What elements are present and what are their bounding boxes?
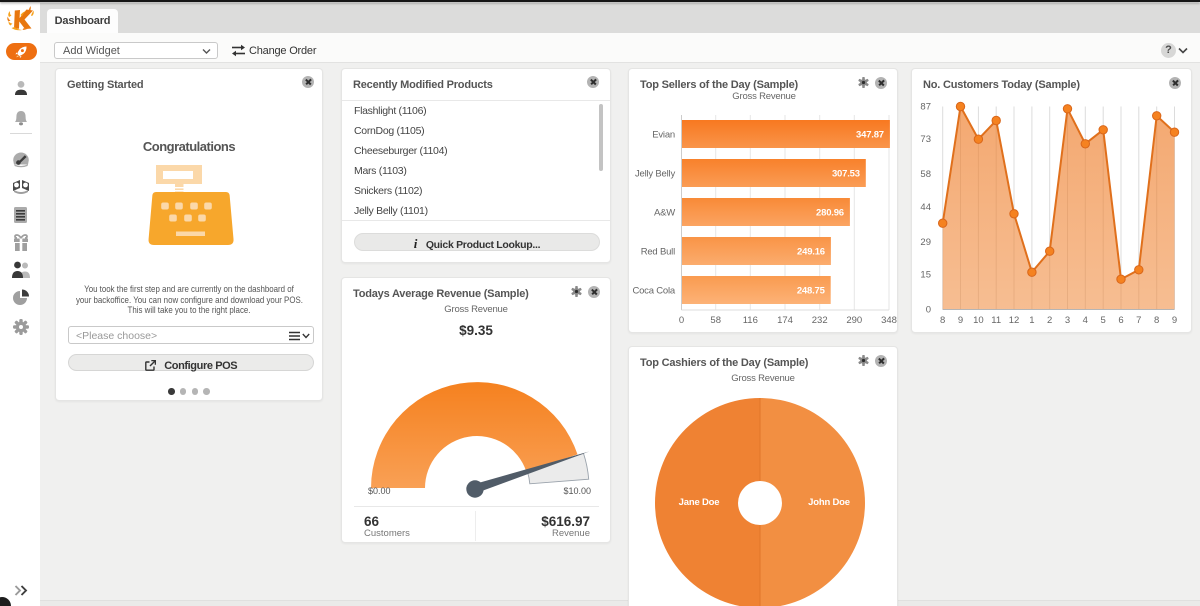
svg-text:$0.00: $0.00 [368,486,391,496]
svg-text:248.75: 248.75 [797,286,826,297]
svg-text:174: 174 [777,315,793,326]
svg-text:7: 7 [1136,315,1141,326]
svg-text:44: 44 [920,202,931,213]
svg-text:9: 9 [958,315,963,326]
svg-text:Evian: Evian [652,130,675,141]
svg-text:Jane Doe: Jane Doe [679,497,720,508]
svg-text:8: 8 [1154,315,1159,326]
svg-text:0: 0 [926,305,931,316]
svg-text:2: 2 [1047,315,1052,326]
svg-text:307.53: 307.53 [832,169,860,180]
svg-text:15: 15 [920,270,931,281]
svg-text:Jelly Belly: Jelly Belly [635,169,675,180]
svg-text:290: 290 [846,315,862,326]
svg-text:1: 1 [1029,315,1034,326]
svg-text:10: 10 [973,315,984,326]
svg-text:John Doe: John Doe [808,497,850,508]
svg-text:Gross Revenue: Gross Revenue [732,91,795,102]
svg-text:3: 3 [1065,315,1070,326]
svg-text:$10.00: $10.00 [563,486,591,496]
svg-text:116: 116 [743,315,758,326]
svg-text:0: 0 [679,315,684,326]
svg-text:348: 348 [881,315,897,326]
svg-text:Coca Cola: Coca Cola [632,286,675,297]
svg-text:4: 4 [1083,315,1088,326]
svg-text:6: 6 [1118,315,1123,326]
svg-text:347.87: 347.87 [856,130,884,141]
svg-text:12: 12 [1009,315,1020,326]
svg-text:8: 8 [940,315,945,326]
svg-text:73: 73 [920,134,931,145]
svg-text:29: 29 [920,237,931,248]
svg-text:11: 11 [991,315,1001,326]
svg-text:Red Bull: Red Bull [641,247,675,258]
svg-text:232: 232 [812,315,828,326]
svg-text:A&W: A&W [654,208,675,219]
svg-text:5: 5 [1101,315,1106,326]
svg-text:280.96: 280.96 [816,208,844,219]
svg-text:249.16: 249.16 [797,247,825,258]
svg-text:58: 58 [920,169,931,180]
svg-text:87: 87 [920,102,931,113]
svg-text:58: 58 [710,315,721,326]
svg-text:9: 9 [1172,315,1177,326]
